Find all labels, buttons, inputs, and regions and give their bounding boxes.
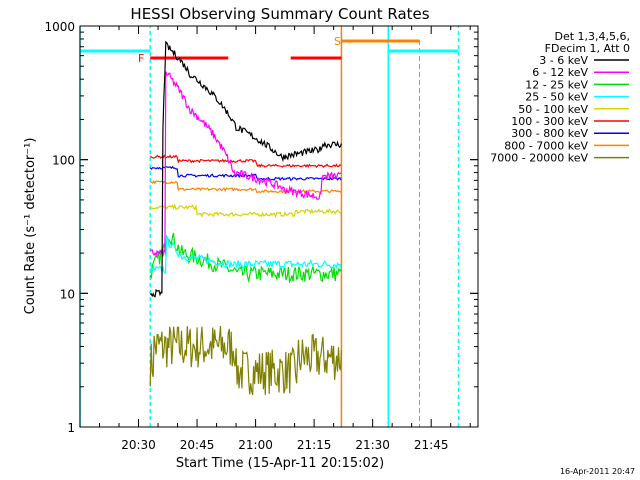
series-25-50-kev <box>149 235 342 274</box>
series-50-100-kev <box>149 203 342 218</box>
footer-timestamp: 16-Apr-2011 20:47 <box>560 467 635 476</box>
legend-label-4: 50 - 100 keV <box>518 103 588 116</box>
flag-label-s: S <box>334 35 341 48</box>
series-100-300-kev <box>149 154 342 168</box>
y-tick-label-2: 100 <box>52 154 75 168</box>
x-tick-label-0: 20:30 <box>121 438 156 452</box>
x-tick-label-3: 21:15 <box>297 438 332 452</box>
plot-frame <box>79 25 479 428</box>
y-tick-labels: 1 10 100 1000 <box>44 20 75 435</box>
x-tick-label-1: 20:45 <box>180 438 215 452</box>
x-tick-label-2: 21:00 <box>238 438 273 452</box>
y-tick-label-0: 1 <box>67 421 75 435</box>
legend-label-5: 100 - 300 keV <box>511 115 588 128</box>
series-7000-20000-kev <box>149 325 342 395</box>
axis-ticks <box>80 25 478 428</box>
legend-header-line-1: Det 1,3,4,5,6, <box>554 30 630 43</box>
chart-title: HESSI Observing Summary Count Rates <box>130 5 429 23</box>
data-layer <box>79 26 460 427</box>
series-3-6-kev <box>149 40 342 298</box>
legend-header-line-2: FDecim 1, Att 0 <box>545 42 630 55</box>
x-tick-label-4: 21:30 <box>355 438 390 452</box>
legend-label-1: 6 - 12 keV <box>532 66 588 79</box>
legend-label-3: 25 - 50 keV <box>525 91 588 104</box>
x-axis-label: Start Time (15-Apr-11 20:15:02) <box>176 456 384 471</box>
x-tick-labels: 20:30 20:45 21:00 21:15 21:30 21:45 <box>121 438 448 452</box>
legend-label-2: 12 - 25 keV <box>525 78 588 91</box>
x-tick-label-5: 21:45 <box>414 438 449 452</box>
y-tick-label-3: 1000 <box>44 20 75 34</box>
flag-label-f: F <box>138 52 144 65</box>
series-800-7000-kev <box>149 180 342 194</box>
y-tick-label-1: 10 <box>60 287 75 301</box>
legend-label-0: 3 - 6 keV <box>539 54 588 67</box>
legend-label-7: 800 - 7000 keV <box>504 139 588 152</box>
legend-label-8: 7000 - 20000 keV <box>490 152 588 165</box>
series-12-25-kev <box>149 232 342 284</box>
legend-label-6: 300 - 800 keV <box>511 127 588 140</box>
series-6-12-kev <box>149 71 342 258</box>
y-axis-label: Count Rate (s⁻¹ detector⁻¹) <box>23 138 38 315</box>
